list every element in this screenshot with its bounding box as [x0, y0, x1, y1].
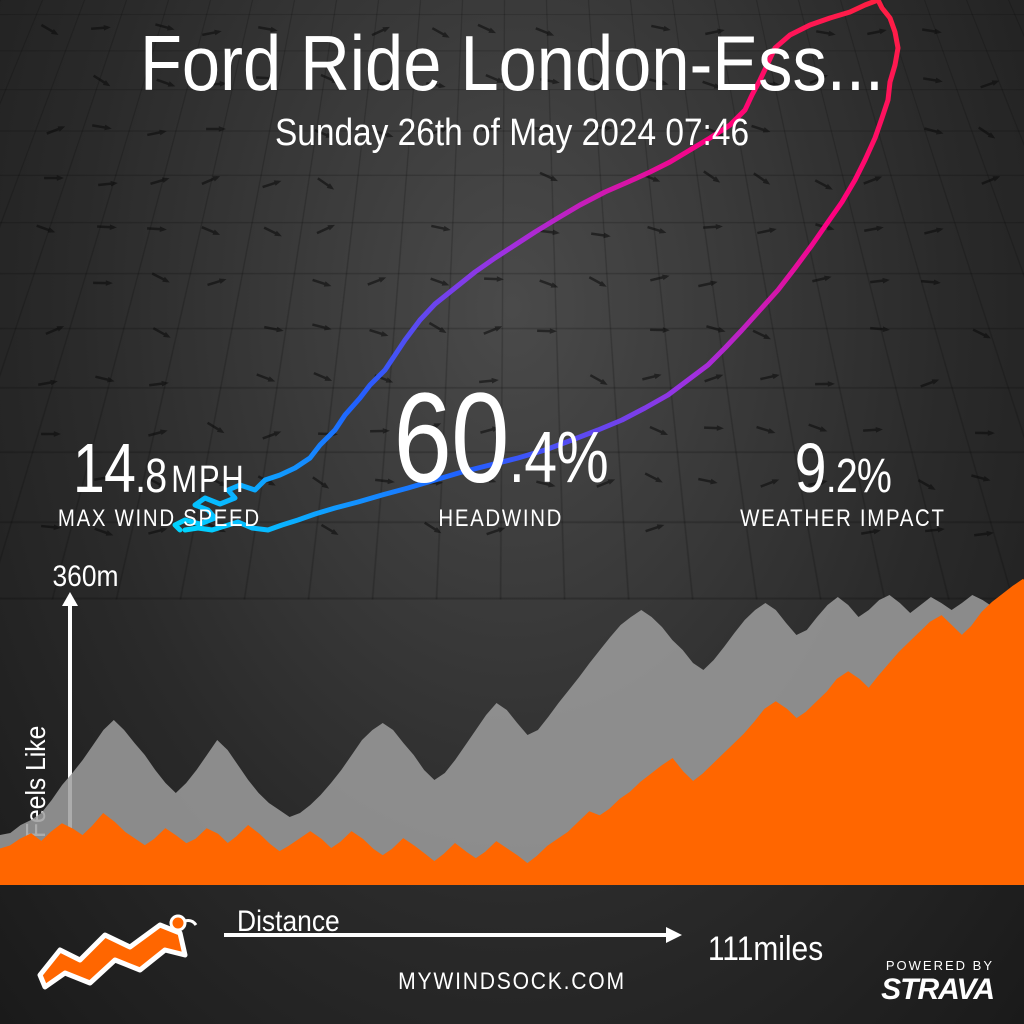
- powered-by-label: POWERED BY: [881, 958, 994, 973]
- impact-dec: .2%: [826, 450, 891, 503]
- wind-int: 14: [73, 429, 135, 507]
- wind-label: MAX WIND SPEED: [58, 505, 261, 533]
- headwind-int: 60: [393, 367, 508, 510]
- ride-title: Ford Ride London-Ess...: [61, 18, 962, 109]
- stats-row: 14.8MPH MAX WIND SPEED 60.4% HEADWIND 9.…: [0, 375, 1024, 533]
- headwind-label: HEADWIND: [389, 505, 611, 533]
- impact-int: 9: [795, 429, 826, 507]
- impact-label: WEATHER IMPACT: [740, 505, 946, 533]
- strava-attribution: POWERED BY STRAVA: [881, 958, 994, 1007]
- elevation-weather-chart: [0, 555, 1024, 935]
- x-axis-arrow-icon: [222, 925, 682, 945]
- ride-datetime: Sunday 26th of May 2024 07:46: [61, 112, 962, 155]
- wind-unit: MPH: [171, 459, 245, 501]
- wind-dec: .8: [135, 450, 166, 503]
- stat-max-wind: 14.8MPH MAX WIND SPEED: [40, 433, 279, 533]
- stat-headwind: 60.4% HEADWIND: [370, 375, 631, 533]
- x-axis-end-label: 111miles: [708, 930, 823, 969]
- headwind-dec: .4%: [508, 418, 607, 498]
- stat-impact: 9.2% WEATHER IMPACT: [722, 433, 964, 533]
- site-url: MYWINDSOCK.COM: [61, 968, 962, 996]
- strava-brand: STRAVA: [881, 973, 994, 1007]
